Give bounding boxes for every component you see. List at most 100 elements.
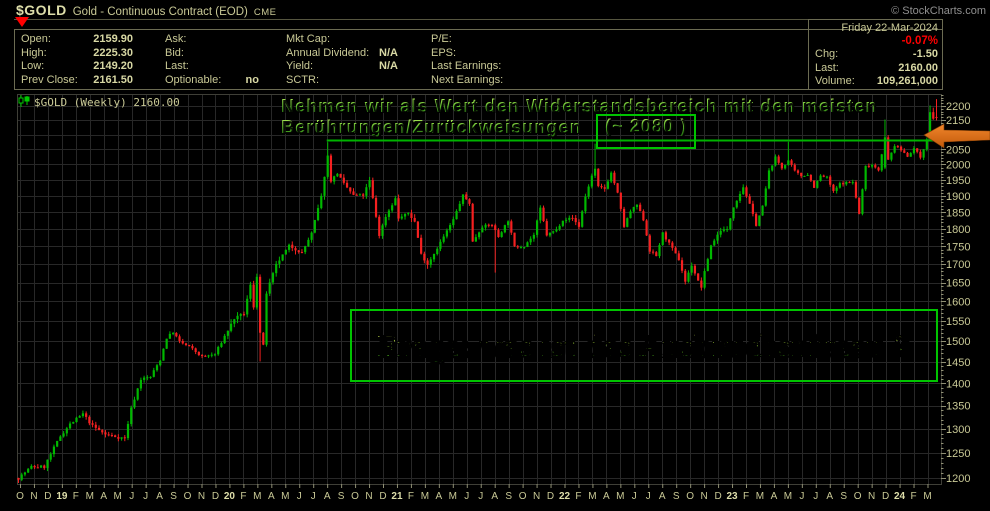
- x-tick-label: N: [868, 491, 875, 502]
- x-tick-label: O: [854, 491, 862, 502]
- quote-row: Last Earnings:: [431, 60, 575, 73]
- x-tick-label: A: [324, 491, 331, 502]
- annotation-note-line2: Berührungen/Zurückweisungen: [281, 117, 582, 137]
- annotation-note-line1: Nehmen wir als Wert den Widerstandsberei…: [281, 96, 878, 116]
- x-tick-label: A: [491, 491, 498, 502]
- quote-row: Prev Close: 2161.50: [21, 74, 173, 87]
- x-tick-label: J: [129, 491, 134, 502]
- quote-row: High: 2225.30: [21, 47, 173, 60]
- x-tick-label: O: [519, 491, 527, 502]
- candlestick-series: [17, 99, 938, 484]
- x-tick-label: 21: [391, 491, 403, 502]
- x-tick-label: O: [16, 491, 24, 502]
- x-tick-label: F: [73, 491, 79, 502]
- y-tick-label: 1550: [946, 316, 970, 328]
- quote-label: Yield:: [286, 60, 314, 73]
- quote-value: no: [245, 73, 259, 86]
- x-tick-label: A: [826, 491, 833, 502]
- question-text: Frage: was ist das Ausbruchsniveau ?: [377, 327, 911, 363]
- quote-label: High:: [21, 46, 47, 59]
- quote-summary-row: Last: 2160.00: [815, 62, 938, 75]
- x-axis: O N D 19 F M A M J J A S O N D 20 F M A M J J A S O N D 21 F M A M J J A S O…: [16, 484, 932, 502]
- x-tick-label: 20: [224, 491, 236, 502]
- x-tick-label: J: [478, 491, 483, 502]
- x-tick-label: A: [603, 491, 610, 502]
- x-tick-label: S: [840, 491, 847, 502]
- quote-date: Friday 22-Mar-2024: [841, 22, 938, 34]
- quote-row: Open: 2159.90: [21, 33, 173, 46]
- quote-row: EPS:: [431, 47, 575, 60]
- x-tick-label: D: [44, 491, 51, 502]
- y-tick-label: 1750: [946, 241, 970, 253]
- quote-row: Yield: N/A: [286, 60, 438, 73]
- quote-row: Ask:: [165, 33, 299, 46]
- x-tick-label: J: [799, 491, 804, 502]
- y-tick-label: 2050: [946, 144, 970, 156]
- x-tick-label: S: [673, 491, 680, 502]
- x-tick-label: O: [351, 491, 359, 502]
- y-tick-label: 1950: [946, 175, 970, 187]
- title-divider: [14, 19, 942, 20]
- y-tick-label: 1900: [946, 191, 970, 203]
- x-tick-label: N: [533, 491, 540, 502]
- quote-summary-panel: Friday 22-Mar-2024 -0.07% Chg: -1.50 Last:…: [808, 19, 943, 89]
- x-tick-label: A: [268, 491, 275, 502]
- quote-panel: Open: 2159.90 High: 2225.30 Low: 2149.20 Prev …: [14, 29, 943, 90]
- y-tick-label: 2150: [946, 115, 970, 127]
- x-tick-label: 22: [559, 491, 571, 502]
- quote-label: EPS:: [431, 46, 457, 59]
- x-tick-label: A: [436, 491, 443, 502]
- y-tick-label: 1250: [946, 448, 970, 460]
- quote-label: Low:: [21, 60, 45, 73]
- x-tick-label: M: [281, 491, 289, 502]
- x-tick-label: F: [240, 491, 246, 502]
- plot-border: [17, 94, 942, 485]
- y-tick-label: 2200: [946, 101, 970, 113]
- x-tick-label: M: [449, 491, 457, 502]
- x-tick-label: D: [714, 491, 721, 502]
- quote-row: SCTR:: [286, 74, 438, 87]
- x-tick-label: D: [547, 491, 554, 502]
- quote-label: Optionable:: [165, 73, 222, 86]
- quote-row: Low: 2149.20: [21, 60, 173, 73]
- x-tick-label: J: [143, 491, 148, 502]
- quote-row: Bid:: [165, 47, 299, 60]
- quote-value: 2225.30: [93, 46, 133, 59]
- question-box: Frage: was ist das Ausbruchsniveau ?: [350, 309, 938, 382]
- y-tick-label: 1350: [946, 401, 970, 413]
- candlestick-icon: [18, 95, 30, 107]
- x-tick-label: J: [813, 491, 818, 502]
- x-tick-label: J: [311, 491, 316, 502]
- quote-label: Open:: [21, 33, 51, 45]
- y-tick-label: 1850: [946, 207, 970, 219]
- y-tick-label: 1800: [946, 224, 970, 236]
- x-tick-label: M: [616, 491, 624, 502]
- quote-label: Prev Close:: [21, 73, 78, 86]
- x-tick-label: M: [784, 491, 792, 502]
- x-tick-label: O: [184, 491, 192, 502]
- quote-value: 109,261,000: [876, 75, 938, 88]
- quote-row: Annual Dividend: N/A: [286, 47, 438, 60]
- quote-value: 2161.50: [93, 73, 133, 86]
- quote-label: Bid:: [165, 46, 184, 59]
- x-tick-label: N: [30, 491, 37, 502]
- quote-value: N/A: [379, 46, 398, 59]
- x-tick-label: S: [505, 491, 512, 502]
- percent-change: -0.07%: [901, 35, 938, 47]
- chart-legend: $GOLD (Weekly) 2160.00: [18, 95, 180, 109]
- x-tick-label: D: [212, 491, 219, 502]
- quote-value: N/A: [379, 60, 398, 73]
- x-tick-label: F: [910, 491, 916, 502]
- x-tick-label: A: [771, 491, 778, 502]
- quote-label: Chg:: [815, 48, 839, 60]
- x-tick-label: S: [170, 491, 177, 502]
- x-tick-label: N: [198, 491, 205, 502]
- x-tick-label: O: [686, 491, 694, 502]
- quote-row: Next Earnings:: [431, 74, 575, 87]
- x-tick-label: 23: [726, 491, 738, 502]
- y-tick-label: 1450: [946, 357, 970, 369]
- copyright-text: © StockCharts.com: [891, 5, 986, 17]
- x-tick-label: F: [575, 491, 581, 502]
- quote-row: Last:: [165, 60, 299, 73]
- x-tick-label: A: [156, 491, 163, 502]
